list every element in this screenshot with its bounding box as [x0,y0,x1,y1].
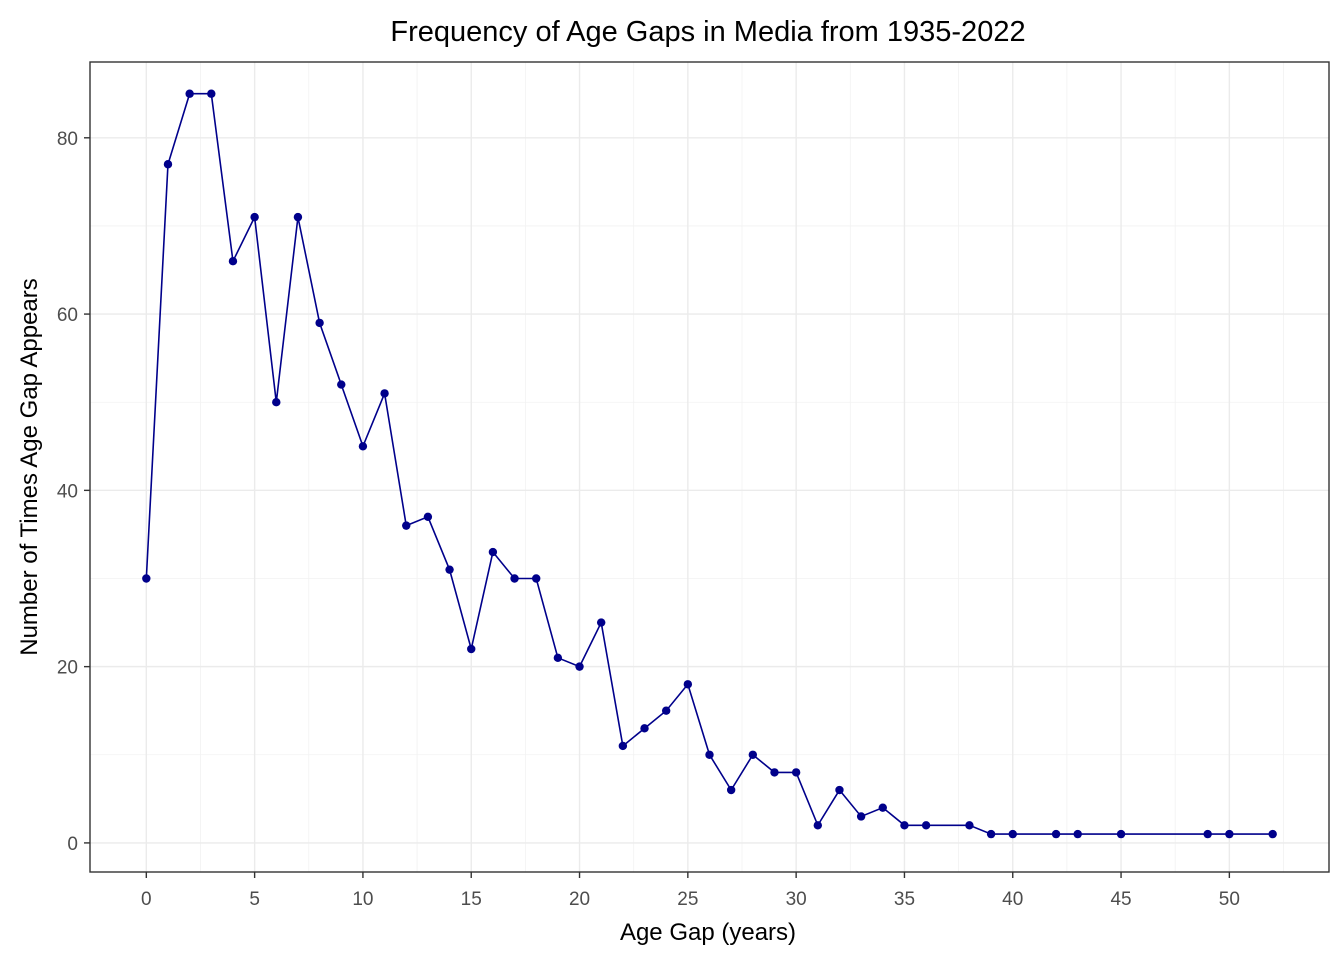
data-point [532,574,541,583]
x-axis-title: Age Gap (years) [620,919,796,946]
data-point [986,829,996,839]
data-point [1008,829,1017,839]
x-tick-label: 20 [569,889,590,910]
data-point [207,89,216,98]
data-point [1116,829,1126,839]
data-point [878,803,887,812]
x-tick-label: 35 [894,889,915,910]
data-point [726,785,736,795]
data-point [900,821,909,830]
data-point [185,89,194,98]
series-line [145,92,1273,835]
data-point [1225,829,1234,839]
data-point [423,512,433,521]
data-point [705,750,714,759]
data-point [337,380,346,389]
data-point [402,521,411,530]
data-point [358,442,368,451]
y-tick-label: 40 [57,481,78,502]
data-points [142,89,1277,839]
data-point [921,821,931,830]
data-point [813,821,823,830]
data-point [1203,829,1212,839]
data-point [791,768,801,777]
data-point [965,821,974,830]
data-point [142,574,151,583]
data-point [1268,829,1277,839]
data-point [1073,829,1082,839]
data-point [640,724,649,733]
data-point [488,547,498,557]
x-tick-label: 25 [677,889,698,910]
x-tick-label: 50 [1219,889,1240,910]
series-line-layer [145,92,1273,835]
y-tick-label: 0 [67,834,78,855]
x-tick-label: 0 [141,889,152,910]
data-point [510,574,519,583]
data-point [163,160,173,169]
grid [90,62,1329,872]
data-point [835,785,844,795]
x-axis: 0 5 10 15 20 25 30 35 40 45 50 [141,872,1240,910]
data-point [228,256,238,266]
x-tick-label: 40 [1002,889,1023,910]
data-point [596,618,606,627]
x-tick-label: 10 [352,889,373,910]
plot-panel-border [89,61,1330,873]
data-point [748,750,758,759]
data-point [467,644,476,654]
data-point [856,812,866,821]
data-point [1051,829,1061,839]
data-point [661,706,671,715]
x-tick-label: 5 [249,889,260,910]
y-axis: 0 20 40 60 80 [57,129,90,855]
data-point [575,662,584,671]
data-point [293,212,303,222]
x-tick-label: 45 [1110,889,1131,910]
data-point [770,768,779,777]
data-point [272,398,281,407]
data-point [380,389,389,398]
data-point [250,212,259,222]
y-tick-label: 80 [57,129,78,150]
y-axis-title: Number of Times Age Gap Appears [16,278,43,656]
x-tick-label: 30 [786,889,807,910]
data-point [553,653,563,663]
data-point [618,741,628,751]
y-tick-label: 60 [57,305,78,326]
y-tick-label: 20 [57,658,78,679]
data-point [315,318,324,328]
x-tick-label: 15 [461,889,482,910]
data-point [445,565,454,574]
data-point [683,680,693,689]
chart-title: Frequency of Age Gaps in Media from 1935… [390,16,1025,48]
